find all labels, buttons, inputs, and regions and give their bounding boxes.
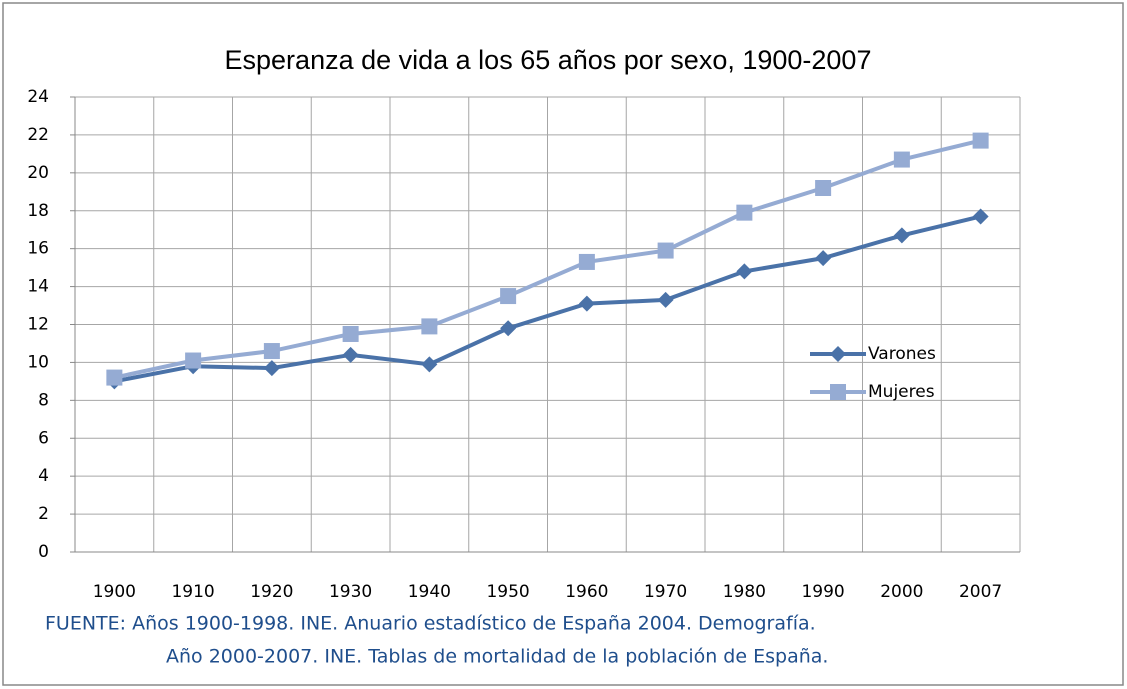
y-tick-label: 22 — [27, 125, 49, 145]
series-line — [113, 214, 982, 384]
marker — [893, 151, 910, 168]
marker — [263, 343, 280, 360]
y-tick-label: 8 — [38, 390, 49, 410]
y-tick-label: 18 — [27, 201, 49, 221]
x-tick-label: 1920 — [250, 582, 293, 602]
marker — [421, 318, 438, 335]
marker — [500, 320, 517, 337]
marker — [736, 204, 753, 221]
source-note: Año 2000-2007. INE. Tablas de mortalidad… — [166, 646, 828, 668]
x-tick-label: 1900 — [93, 582, 136, 602]
marker — [342, 325, 359, 342]
y-tick-label: 24 — [27, 87, 49, 107]
y-tick-label: 16 — [27, 239, 49, 259]
x-tick-label: 1940 — [408, 582, 451, 602]
x-tick-label: 1910 — [171, 582, 214, 602]
x-tick-label: 1960 — [565, 582, 608, 602]
marker — [972, 132, 989, 149]
x-tick-label: 1950 — [486, 582, 529, 602]
y-tick-label: 2 — [38, 504, 49, 524]
marker — [263, 360, 280, 377]
marker — [657, 291, 674, 308]
marker — [972, 208, 989, 225]
marker — [893, 227, 910, 244]
marker — [185, 352, 202, 369]
y-tick-label: 10 — [27, 352, 49, 372]
legend-label: Mujeres — [868, 382, 935, 402]
marker — [578, 253, 595, 270]
x-tick-label: 1980 — [723, 582, 766, 602]
x-tick-label: 1970 — [644, 582, 687, 602]
x-tick-label: 2007 — [959, 582, 1002, 602]
y-tick-label: 20 — [27, 163, 49, 183]
y-tick-label: 6 — [38, 428, 49, 448]
y-tick-label: 4 — [38, 466, 49, 486]
marker — [421, 356, 438, 373]
marker — [736, 263, 753, 280]
marker — [815, 180, 832, 196]
marker — [106, 369, 123, 386]
series-line — [113, 138, 982, 380]
chart-title: Esperanza de vida a los 65 años por sexo… — [225, 45, 872, 75]
legend-marker — [830, 346, 846, 362]
y-tick-label: 14 — [27, 277, 49, 297]
legend-marker — [830, 384, 846, 400]
x-tick-label: 1990 — [801, 582, 844, 602]
x-tick-label: 2000 — [880, 582, 923, 602]
y-tick-label: 0 — [38, 542, 49, 562]
marker — [815, 250, 832, 267]
marker — [500, 288, 517, 305]
y-tick-label: 12 — [27, 315, 49, 335]
legend-label: Varones — [868, 344, 936, 364]
marker — [342, 346, 359, 363]
source-note: FUENTE: Años 1900-1998. INE. Anuario est… — [45, 613, 816, 635]
marker — [657, 242, 674, 259]
x-tick-label: 1930 — [329, 582, 372, 602]
marker — [578, 295, 595, 312]
